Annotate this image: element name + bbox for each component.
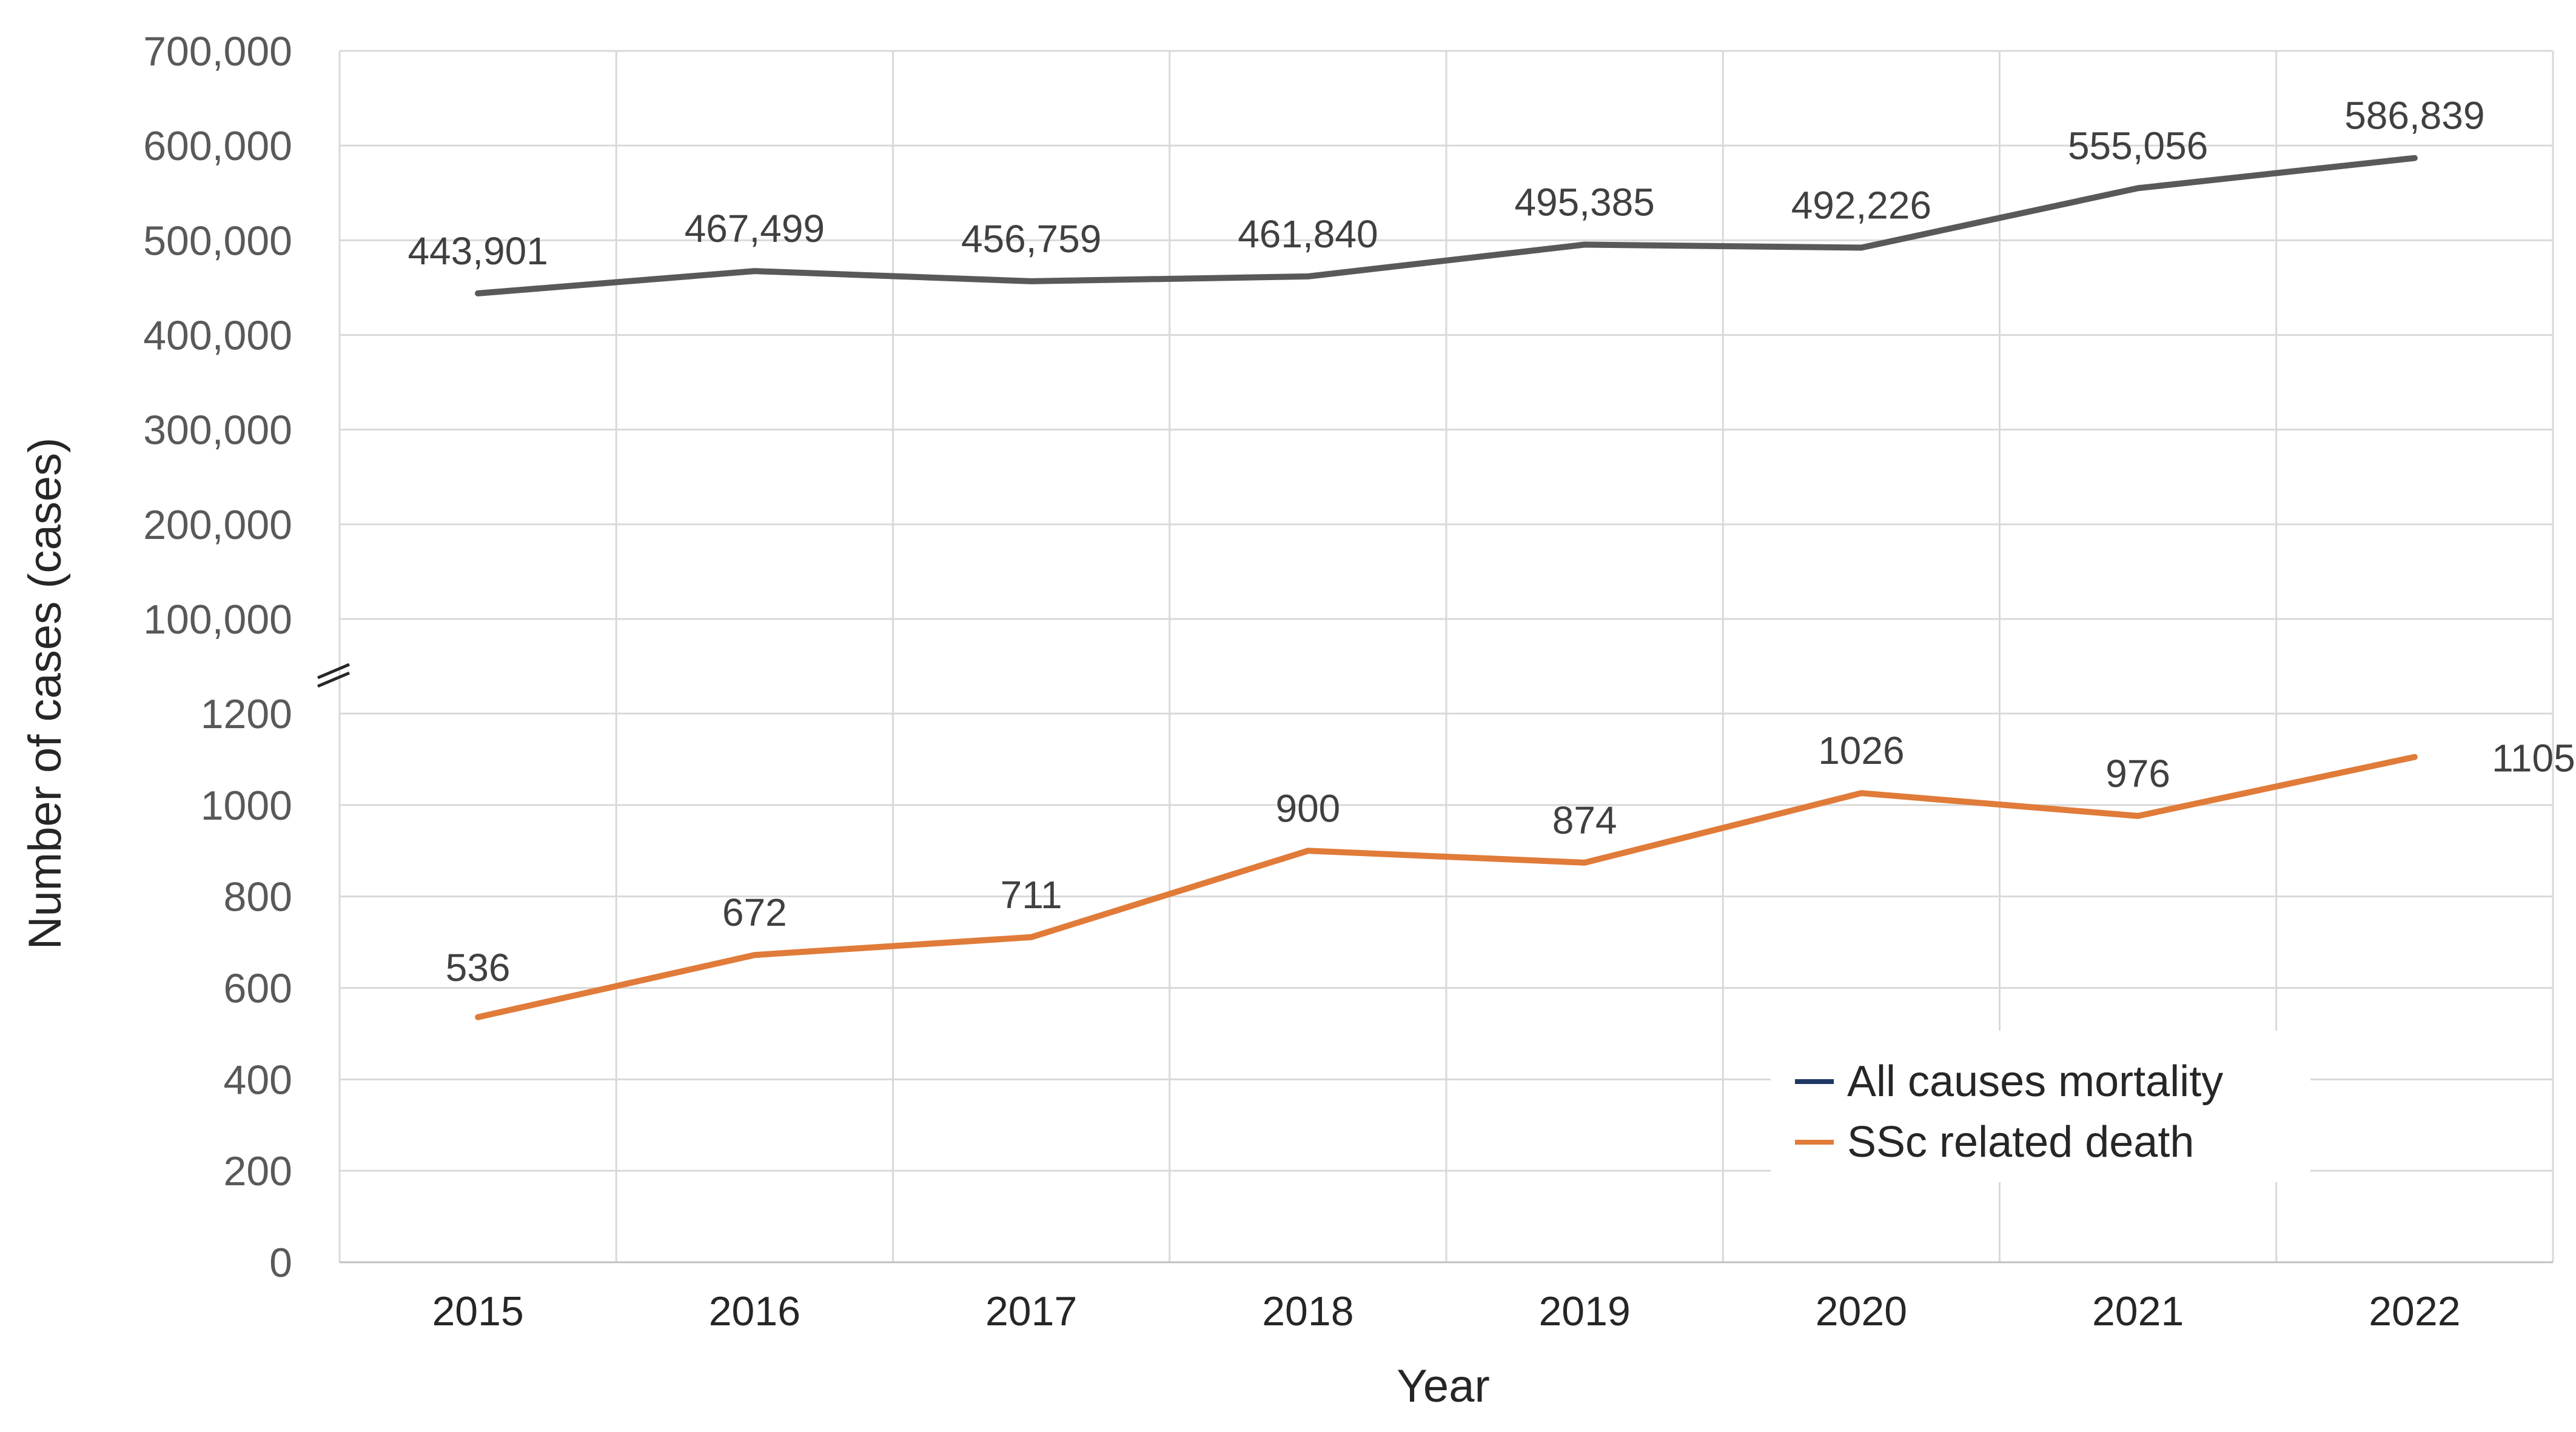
- y-tick-label-lower: 600: [224, 966, 292, 1012]
- x-tick-label: 2020: [1816, 1288, 1907, 1334]
- axis-break-marker: [317, 663, 350, 688]
- y-tick-label-lower: 1200: [201, 691, 292, 737]
- data-label-ssc: 874: [1552, 798, 1617, 842]
- y-tick-label-upper: 700,000: [143, 28, 292, 75]
- x-tick-label: 2017: [985, 1288, 1077, 1334]
- axis-break-line: [317, 663, 350, 680]
- y-tick-label-upper: 200,000: [143, 502, 292, 548]
- data-label-all-causes: 555,056: [2068, 124, 2208, 167]
- data-label-all-causes: 456,759: [961, 217, 1101, 261]
- x-tick-label: 2022: [2369, 1288, 2460, 1334]
- y-tick-label-upper: 500,000: [143, 218, 292, 264]
- x-tick-label: 2016: [709, 1288, 800, 1334]
- y-tick-label-upper: 300,000: [143, 407, 292, 453]
- data-label-ssc: 711: [1001, 873, 1062, 917]
- y-tick-label-upper: 600,000: [143, 123, 292, 169]
- data-label-all-causes: 443,901: [408, 229, 548, 273]
- data-label-ssc: 536: [446, 946, 511, 989]
- legend-box: [1771, 1031, 2310, 1182]
- y-tick-label-lower: 0: [269, 1240, 292, 1286]
- y-tick-label-lower: 1000: [201, 783, 292, 829]
- data-label-all-causes: 586,839: [2344, 94, 2484, 138]
- data-label-ssc: 1026: [1818, 729, 1904, 772]
- legend-label: SSc related death: [1847, 1118, 2194, 1166]
- legend: All causes mortality SSc related death: [1771, 1031, 2310, 1182]
- x-tick-label: 2015: [432, 1288, 523, 1334]
- x-tick-label: 2018: [1262, 1288, 1353, 1334]
- data-label-all-causes: 495,385: [1514, 181, 1654, 224]
- data-label-all-causes: 467,499: [685, 207, 825, 250]
- series-line-all-causes: [475, 155, 2418, 296]
- data-labels: 443,901 467,499 456,759 461,840 495,385 492,2…: [408, 94, 2575, 989]
- data-label-all-causes: 492,226: [1791, 183, 1931, 227]
- x-tick-label: 2019: [1538, 1288, 1630, 1334]
- series-line-ssc: [475, 754, 2418, 1020]
- y-tick-label-lower: 800: [224, 874, 292, 920]
- series-lines: [475, 155, 2418, 1020]
- data-label-ssc: 976: [2105, 752, 2170, 795]
- x-tick-labels: 2015 2016 2017 2018 2019 2020 2021 2022: [432, 1288, 2460, 1334]
- data-label-ssc: 672: [722, 891, 787, 934]
- legend-label: All causes mortality: [1847, 1057, 2223, 1106]
- x-axis-title: Year: [1397, 1360, 1490, 1412]
- y-tick-label-lower: 200: [224, 1148, 292, 1194]
- y-tick-label-upper: 100,000: [143, 597, 292, 643]
- data-label-ssc: 900: [1275, 786, 1340, 830]
- y-tick-label-upper: 400,000: [143, 313, 292, 359]
- data-label-ssc: 1105: [2492, 737, 2575, 780]
- axis-break-line: [317, 671, 350, 688]
- y-tick-label-lower: 400: [224, 1057, 292, 1103]
- x-tick-label: 2021: [2092, 1288, 2184, 1334]
- y-tick-labels: 700,000 600,000 500,000 400,000 300,000 200,0…: [143, 28, 292, 1286]
- data-label-all-causes: 461,840: [1238, 212, 1378, 256]
- y-axis-title: Number of cases (cases): [19, 438, 71, 950]
